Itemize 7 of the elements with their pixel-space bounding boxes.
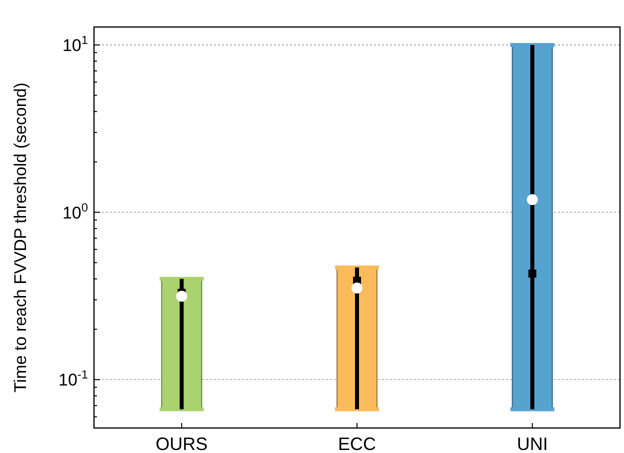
y-tick-label: 10$^{1}$ [62, 32, 88, 55]
y-tick-label: 10$^{0}$ [62, 200, 88, 222]
x-tick-label: OURS [156, 434, 208, 453]
y-axis-title: Time to reach FVVDP threshold (second) [11, 82, 30, 392]
x-tick-label: ECC [338, 434, 376, 453]
x-tick-label: UNI [516, 434, 548, 453]
y-tick-label: 10$^{-1}$ [58, 368, 88, 390]
